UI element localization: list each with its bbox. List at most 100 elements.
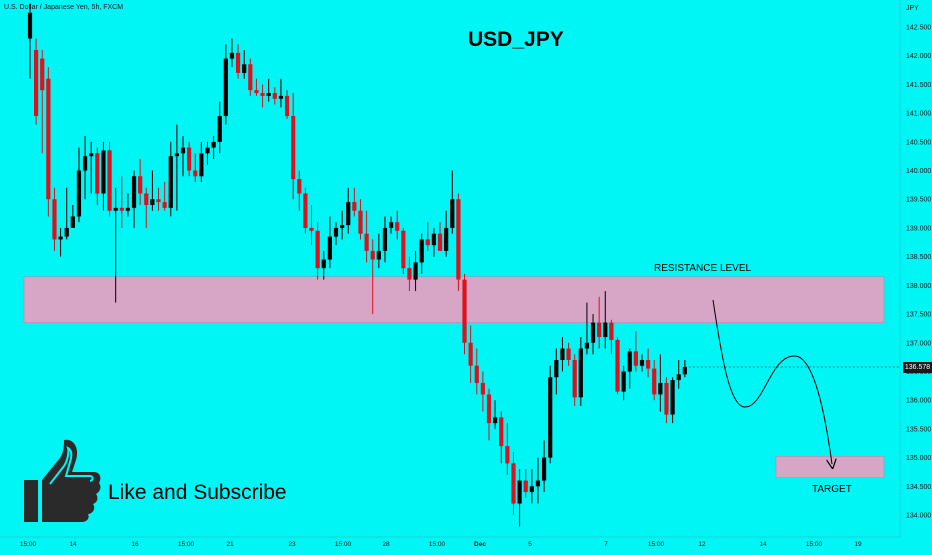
candle-bull (58, 236, 63, 240)
candle-bull (131, 176, 137, 208)
thumbs-up-icon (24, 439, 101, 522)
candle-bear (297, 179, 302, 194)
x-tick-label: 23 (288, 541, 296, 548)
candle-bull (376, 250, 381, 260)
candle-bear (315, 230, 320, 269)
candle-bull (670, 380, 675, 415)
candle-bull (113, 207, 118, 211)
x-tick-label: 16 (131, 541, 139, 548)
candle-bull (150, 199, 155, 205)
symbol-info: U.S. Dollar / Japanese Yen, 5h, FXCM (4, 4, 124, 11)
candle-bear (597, 322, 602, 338)
candle-bear (284, 95, 290, 116)
y-tick-label: 141.000 (906, 111, 931, 118)
candle-bull (125, 207, 131, 211)
candle-bull (70, 216, 75, 228)
candle-bear (156, 199, 161, 203)
candle-bear (309, 227, 314, 231)
candle-bear (407, 268, 412, 280)
candle-bull (211, 141, 216, 148)
candle-bear (474, 365, 479, 383)
candle-bull (627, 351, 632, 372)
candle-bear (566, 348, 571, 360)
y-tick-label: 136.000 (906, 398, 931, 405)
candle-bull (168, 156, 173, 208)
candle-bear (162, 202, 167, 208)
candle-bear (456, 199, 461, 280)
candle-bull (327, 236, 332, 260)
candle-bear (52, 199, 57, 240)
y-tick-label: 134.000 (906, 513, 931, 520)
resistance-label: RESISTANCE LEVEL (654, 263, 752, 274)
candle-bull (431, 233, 437, 246)
candle-bull (584, 342, 590, 349)
candle-bull (101, 150, 106, 194)
y-tick-label: 137.000 (906, 340, 931, 347)
candle-bull (541, 457, 547, 481)
y-tick-label: 137.500 (906, 312, 931, 319)
candle-bull (493, 417, 498, 424)
y-tick-label: 140.500 (906, 139, 931, 146)
candle-bear (505, 446, 510, 464)
candle-bull (658, 382, 663, 395)
candle-bear (260, 93, 265, 96)
candle-bull (621, 371, 626, 392)
candle-bear (46, 78, 51, 200)
candle-bear (633, 351, 638, 366)
y-tick-label: 138.500 (906, 254, 931, 261)
candle-bear (395, 222, 400, 231)
candle-bear (40, 58, 45, 91)
candle-bull (603, 322, 608, 338)
candle-bull (548, 377, 553, 458)
x-tick-label: 14 (69, 541, 77, 548)
candle-bear (468, 342, 473, 366)
candle-bull (340, 225, 345, 228)
candle-bear (358, 210, 363, 234)
candle-bull (388, 222, 394, 228)
candle-bear (248, 64, 253, 91)
x-tick-label: 15:00 (178, 541, 195, 548)
current-price-badge: 136.578 (903, 362, 932, 373)
candle-bear (615, 339, 620, 392)
candle-bear (235, 52, 241, 73)
x-tick-label: 19 (854, 541, 862, 548)
candle-bull (27, 12, 33, 39)
candle-bear (499, 417, 504, 447)
y-tick-label: 142.000 (906, 53, 931, 60)
y-tick-label: 142.500 (906, 25, 931, 32)
candle-bull (413, 262, 418, 280)
candle-bull (682, 366, 687, 375)
x-tick-label: 28 (382, 541, 390, 548)
candle-bull (382, 227, 388, 251)
y-tick-label: 138.000 (906, 283, 931, 290)
candle-bear (370, 250, 375, 260)
candle-bear (664, 382, 669, 415)
candle-bear (138, 176, 143, 194)
candle-bull (444, 227, 449, 251)
candle-bull (174, 153, 179, 157)
candle-bull (64, 227, 69, 237)
candle-bull (535, 480, 541, 487)
y-tick-label: 140.000 (906, 168, 931, 175)
candle-bull (76, 170, 82, 217)
chart-title: USD_JPY (468, 28, 564, 51)
candle-bull (560, 348, 565, 360)
candle-bear (609, 322, 614, 340)
y-tick-label: 135.000 (906, 455, 931, 462)
candle-bull (229, 52, 235, 59)
candle-bear (480, 382, 485, 395)
candle-bull (321, 259, 326, 269)
candle-bull (223, 58, 228, 116)
candle-bear (486, 394, 492, 424)
candle-bear (652, 368, 657, 395)
candle-bull (639, 359, 645, 366)
candle-bear (119, 207, 124, 211)
candle-bear (303, 193, 308, 228)
y-tick-label: 139.000 (906, 225, 931, 232)
x-tick-label: 14 (759, 541, 767, 548)
candle-bull (419, 239, 424, 263)
resistance-zone (23, 276, 885, 323)
candle-bear (511, 463, 516, 504)
